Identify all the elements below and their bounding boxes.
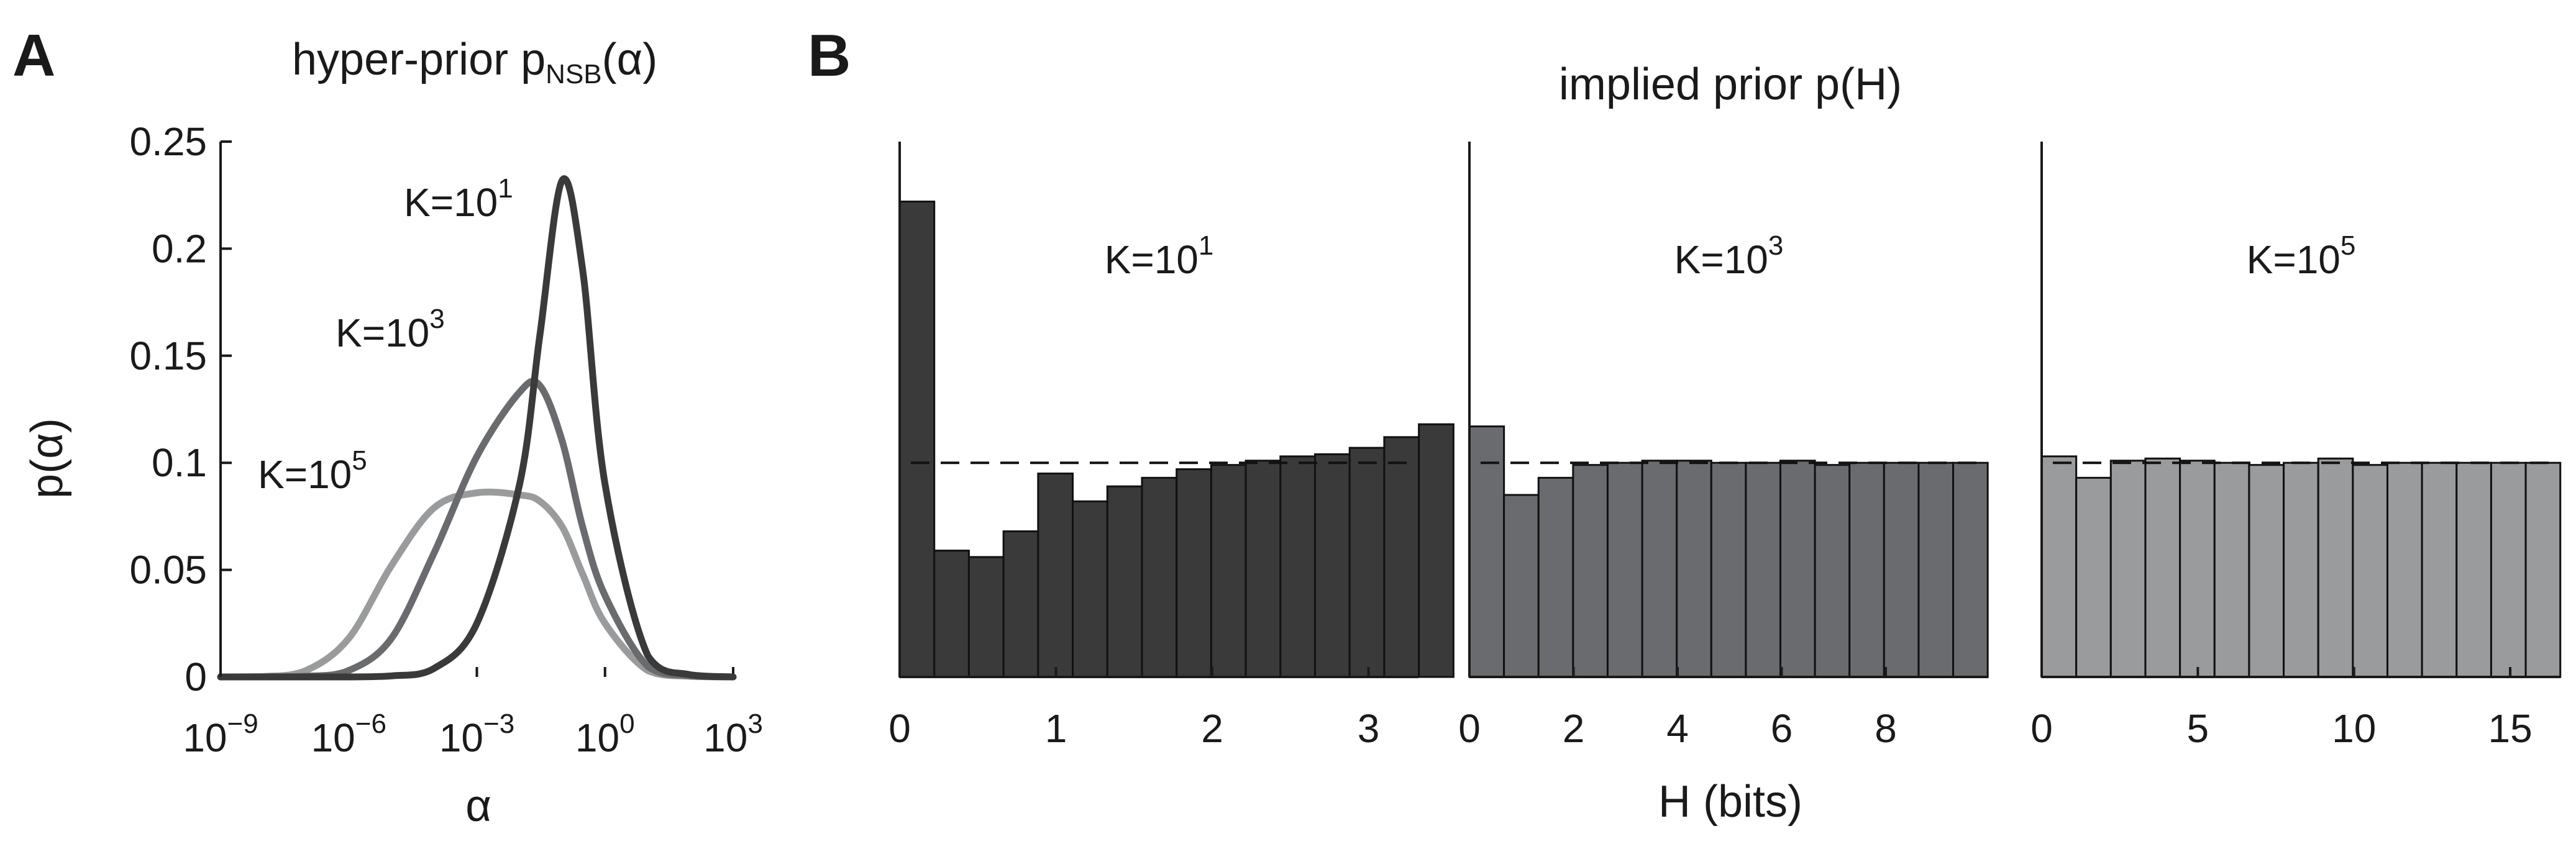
- histogram-bar: [2040, 455, 2078, 678]
- panel-b-subplot-k3: 0 2 4 6 8 K=103: [1458, 142, 1989, 751]
- panel-a-ytick-label: 0.25: [129, 119, 207, 164]
- panel-b-title: implied prior p(H): [1559, 60, 1902, 109]
- panel-a-xtick-label: 10−3: [439, 709, 514, 760]
- subplot-xtick-label: 8: [1875, 706, 1897, 751]
- histogram-bar: [1418, 423, 1455, 678]
- subplot-xtick-label: 2: [1563, 706, 1585, 751]
- panel-a-xtick-label: 103: [703, 709, 763, 760]
- histogram-bar: [1745, 461, 1781, 678]
- subplot-xtick-label: 3: [1358, 706, 1380, 751]
- histogram-bar: [2386, 461, 2423, 678]
- histogram-bar: [2421, 461, 2458, 678]
- panel-a-yticks: 0 0.05 0.1 0.15 0.2 0.25: [129, 119, 232, 699]
- histogram-bar: [1245, 460, 1282, 678]
- panel-a-title-sub: NSB: [546, 59, 601, 89]
- histogram-bar: [1106, 485, 1143, 678]
- subplot-xtick-label: 2: [1201, 706, 1223, 751]
- panel-b-subplots: 0 1 2 3 K=101 0 2 4 6 8 K=103 0 5 10 15 K=105: [888, 142, 2562, 751]
- histogram-bar: [1710, 461, 1747, 678]
- histogram-bar: [1641, 460, 1678, 678]
- panel-a-letter: A: [12, 22, 55, 89]
- subplot-xtick-label: 0: [1458, 706, 1481, 751]
- histogram-bar: [1848, 461, 1885, 678]
- panel-a-curve-k1: [217, 175, 737, 681]
- histogram-bar: [1572, 464, 1609, 678]
- panel-a-xtick-label: 10−9: [183, 709, 258, 760]
- subplot-label-k3: K=103: [1674, 230, 1784, 282]
- subplot-xtick-label: 10: [2332, 706, 2376, 751]
- subplot-xtick-label: 1: [1045, 706, 1067, 751]
- panel-a-label-k1: K=101: [404, 173, 513, 225]
- histogram-bar: [2213, 461, 2250, 678]
- subplot-label-k1: K=101: [1105, 230, 1214, 282]
- panel-a-curve-k5: [217, 488, 737, 681]
- panel-a: A hyper-prior pNSB(α) p(α) α 0 0.05 0.1 0.1…: [12, 22, 763, 831]
- subplot-xtick-label: 0: [888, 706, 911, 751]
- histogram-bar: [2248, 464, 2285, 678]
- subplot-xtick-label: 4: [1666, 706, 1689, 751]
- panel-b: B implied prior p(H) H (bits) 0 1 2 3K=1010…: [808, 22, 2562, 827]
- panel-a-label-k3: K=103: [336, 304, 445, 355]
- histogram-bar: [2455, 461, 2492, 678]
- histogram-bar: [1176, 468, 1212, 678]
- histogram-bar: [2317, 457, 2354, 678]
- histogram-bar: [2075, 476, 2112, 678]
- histogram-bar: [1314, 453, 1351, 678]
- subplot-xtick-label: 6: [1771, 706, 1793, 751]
- panel-a-ytick-label: 0.15: [129, 334, 207, 378]
- histogram-bar: [2352, 464, 2388, 678]
- histogram-bar: [2179, 460, 2216, 678]
- panel-a-xticks: 10−9 10−6 10−3 100 103: [183, 667, 763, 760]
- histogram-bar: [2144, 457, 2181, 678]
- panel-a-curve-k3: [217, 378, 737, 681]
- panel-a-series-labels: K=101 K=103 K=105: [258, 173, 513, 497]
- histogram-bar: [1348, 447, 1386, 678]
- histogram-bar: [1952, 461, 1989, 678]
- histogram-bar: [967, 556, 1005, 678]
- histogram-bar: [898, 201, 936, 678]
- histogram-bar: [1503, 494, 1540, 678]
- panel-b-letter: B: [808, 22, 851, 89]
- subplot-label-k5: K=105: [2247, 230, 2356, 282]
- histogram-bar: [1002, 530, 1039, 678]
- histogram-bar: [933, 550, 970, 678]
- histogram-bar: [2524, 461, 2562, 678]
- panel-a-ytick-label: 0.05: [129, 548, 207, 592]
- panel-a-ytick-label: 0.1: [152, 440, 207, 485]
- panel-b-xlabel: H (bits): [1658, 777, 1802, 827]
- panel-a-xtick-label: 100: [575, 709, 635, 760]
- histogram-bar: [1037, 472, 1074, 678]
- panel-a-title-main: hyper-prior p: [292, 35, 546, 84]
- histogram-bar: [1676, 460, 1712, 678]
- panel-a-label-k5: K=105: [258, 445, 367, 497]
- panel-a-title: hyper-prior pNSB(α): [292, 35, 657, 89]
- panel-a-xlabel: α: [465, 781, 491, 831]
- subplot-xtick-label: 5: [2187, 706, 2209, 751]
- panel-a-ylabel: p(α): [22, 418, 72, 499]
- subplot-xtick-label: 0: [2030, 706, 2053, 751]
- histogram-bar: [2109, 460, 2147, 678]
- histogram-bar: [2490, 461, 2527, 678]
- histogram-bar: [1883, 461, 1920, 678]
- panel-b-subplot-k5: 0 5 10 15 K=105: [2030, 142, 2562, 751]
- panel-a-title-arg: (α): [602, 35, 658, 84]
- histogram-bar: [2283, 461, 2319, 678]
- panel-b-subplot-k1: 0 1 2 3 K=101: [888, 142, 1455, 751]
- histogram-bar: [1210, 464, 1247, 678]
- histogram-bar: [1383, 436, 1420, 678]
- histogram-bar: [1814, 464, 1851, 678]
- subplot-xtick-label: 15: [2488, 706, 2532, 751]
- histogram-bar: [1279, 455, 1317, 678]
- histogram-bar: [1141, 476, 1178, 678]
- histogram-bar: [1917, 461, 1955, 678]
- histogram-bar: [1606, 461, 1643, 678]
- histogram-bar: [1072, 500, 1108, 678]
- panel-a-curves: [217, 175, 737, 681]
- panel-a-xtick-label: 10−6: [311, 709, 386, 760]
- panel-a-ytick-label: 0.2: [152, 226, 207, 271]
- panel-a-ytick-label: 0: [185, 655, 207, 699]
- histogram-bar: [1779, 460, 1816, 678]
- histogram-bar: [1537, 476, 1574, 678]
